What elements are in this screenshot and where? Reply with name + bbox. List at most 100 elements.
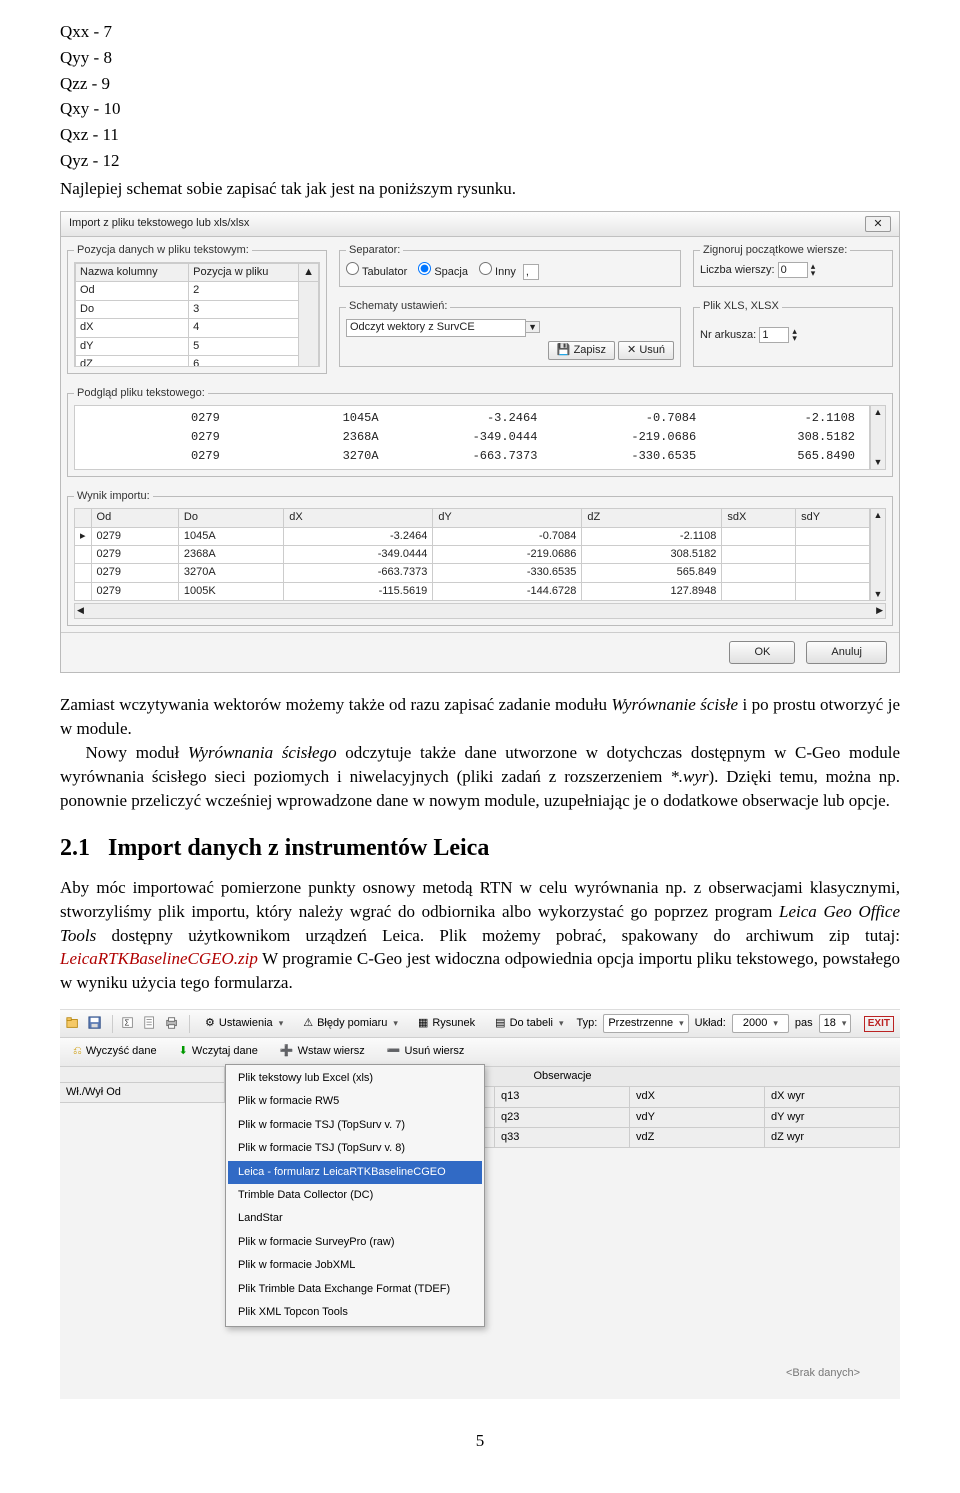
cell: dZ <box>76 355 189 367</box>
scrollbar[interactable]: ▲▼ <box>870 508 886 601</box>
main-toolbar: Σ ⚙ Ustawienia ⚠ Błędy pomiaru ▦ Rysunek… <box>60 1010 900 1038</box>
preview-legend: Podgląd pliku tekstowego: <box>74 386 208 401</box>
col-header: vdZ <box>630 1128 765 1148</box>
preview-table[interactable]: 02791045A-3.2464-0.7084-2.1108 02792368A… <box>74 405 870 469</box>
radio-inny[interactable]: Inny <box>479 266 516 278</box>
errors-dropdown[interactable]: ⚠ Błędy pomiaru <box>296 1013 405 1034</box>
compute-icon[interactable]: Σ <box>121 1016 137 1032</box>
delete-icon: ✕ <box>627 344 636 356</box>
separator <box>189 1015 190 1033</box>
type-dropdown[interactable]: Przestrzenne <box>603 1014 688 1033</box>
cell[interactable]: 5 <box>189 337 299 355</box>
cell: dX <box>76 319 189 337</box>
ignore-group: Zignoruj początkowe wiersze: Liczba wier… <box>693 243 893 288</box>
section-heading: 2.1 Import danych z instrumentów Leica <box>60 832 900 866</box>
exit-icon[interactable]: EXIT <box>864 1016 894 1032</box>
menu-item[interactable]: Trimble Data Collector (DC) <box>228 1184 482 1207</box>
table-icon: ▤ <box>495 1016 505 1031</box>
spinner-icon[interactable]: ▴▾ <box>811 263 816 277</box>
menu-item[interactable]: Plik w formacie SurveyPro (raw) <box>228 1231 482 1254</box>
menu-item[interactable]: Plik XML Topcon Tools <box>228 1301 482 1324</box>
separator-other-input[interactable]: , <box>523 264 539 280</box>
table-row[interactable]: 02792368A-349.0444-219.0686308.5182 <box>75 545 870 563</box>
menu-item[interactable]: LandStar <box>228 1207 482 1230</box>
open-icon[interactable] <box>66 1016 82 1032</box>
col-header: Od <box>91 509 178 527</box>
cell[interactable]: 4 <box>189 319 299 337</box>
drawing-icon: ▦ <box>418 1016 428 1031</box>
save-schema-button[interactable]: 💾 Zapisz <box>548 341 615 360</box>
menu-item[interactable]: Plik w formacie JobXML <box>228 1254 482 1277</box>
import-legend: Wynik importu: <box>74 489 153 504</box>
menu-item[interactable]: Plik Trimble Data Exchange Format (TDEF) <box>228 1278 482 1301</box>
layout-label: Układ: <box>695 1016 726 1031</box>
scroll-up-icon[interactable]: ▲ <box>871 406 885 419</box>
drawing-button[interactable]: ▦ Rysunek <box>411 1013 482 1034</box>
delete-schema-button[interactable]: ✕ Usuń <box>618 341 674 360</box>
dialog-buttons: OK Anuluj <box>61 632 899 672</box>
scroll-up-icon[interactable]: ▲ <box>871 509 885 522</box>
menu-item[interactable]: Plik tekstowy lub Excel (xls) <box>228 1067 482 1090</box>
import-result-table[interactable]: Od Do dX dY dZ sdX sdY ▸02791045A-3.2464… <box>74 508 870 601</box>
scroll-right-icon[interactable]: ▶ <box>876 604 883 618</box>
menu-item[interactable]: Plik w formacie TSJ (TopSurv v. 8) <box>228 1137 482 1160</box>
close-button[interactable]: ✕ <box>865 216 891 232</box>
cell[interactable]: 6 <box>189 355 299 367</box>
intro-line: Najlepiej schemat sobie zapisać tak jak … <box>60 177 900 201</box>
scrollbar[interactable]: ▲▼ <box>870 405 886 469</box>
svg-text:Σ: Σ <box>125 1018 130 1027</box>
clear-data-button[interactable]: ⎌ Wyczyść dane <box>66 1041 164 1062</box>
col-header: q23 <box>495 1108 630 1128</box>
paragraph: Aby móc importować pomierzone punkty osn… <box>60 876 900 995</box>
scroll-left-icon[interactable]: ◀ <box>77 604 84 618</box>
load-data-button[interactable]: ⬇ Wczytaj dane <box>172 1041 265 1062</box>
layout-dropdown[interactable]: 2000 <box>732 1014 789 1033</box>
cell: Od <box>76 282 189 300</box>
spinner-icon[interactable]: ▴▾ <box>792 328 797 342</box>
xls-sheet-input[interactable]: 1 <box>759 327 789 343</box>
table-row[interactable]: 02791005K-115.5619-144.6728127.8948 <box>75 582 870 600</box>
print-icon[interactable] <box>165 1016 181 1032</box>
menu-item[interactable]: Plik w formacie RW5 <box>228 1090 482 1113</box>
report-icon[interactable] <box>143 1016 159 1032</box>
position-table[interactable]: Nazwa kolumny Pozycja w pliku ▲ Od2 Do3 … <box>75 263 319 367</box>
to-table-dropdown[interactable]: ▤ Do tabeli <box>488 1013 570 1034</box>
scroll-down-icon[interactable]: ▼ <box>871 588 885 601</box>
scroll-down-icon[interactable]: ▼ <box>871 456 885 469</box>
cell: Do <box>76 300 189 318</box>
insert-row-icon: ➕ <box>280 1044 294 1059</box>
schema-dropdown[interactable]: Odczyt wektory z SurvCE <box>346 319 526 337</box>
settings-dropdown[interactable]: ⚙ Ustawienia <box>198 1013 290 1034</box>
download-link[interactable]: LeicaRTKBaselineCGEO.zip <box>60 949 258 968</box>
strip-dropdown[interactable]: 18 <box>819 1014 852 1033</box>
delete-row-button[interactable]: ➖ Usuń wiersz <box>380 1041 472 1062</box>
save-icon: 💾 <box>557 344 571 356</box>
no-data-label: <Brak danych> <box>786 1366 860 1381</box>
menu-item[interactable]: Plik w formacie TSJ (TopSurv v. 7) <box>228 1114 482 1137</box>
col-header: q13 <box>495 1087 630 1107</box>
position-legend: Pozycja danych w pliku tekstowym: <box>74 243 252 258</box>
insert-row-button[interactable]: ➕ Wstaw wiersz <box>273 1041 372 1062</box>
menu-item-selected[interactable]: Leica - formularz LeicaRTKBaselineCGEO <box>228 1161 482 1184</box>
cell[interactable]: 3 <box>189 300 299 318</box>
radio-tabulator[interactable]: Tabulator <box>346 266 407 278</box>
delete-row-icon: ➖ <box>387 1044 401 1059</box>
col-header: sdY <box>796 509 870 527</box>
ok-button[interactable]: OK <box>729 641 795 664</box>
table-row[interactable]: ▸02791045A-3.2464-0.7084-2.1108 <box>75 527 870 545</box>
paragraph: Nowy moduł Wyrównania ścisłego odczytuje… <box>60 741 900 812</box>
load-icon: ⬇ <box>179 1044 188 1059</box>
cell[interactable]: 2 <box>189 282 299 300</box>
cancel-button[interactable]: Anuluj <box>806 641 887 664</box>
radio-spacja[interactable]: Spacja <box>418 266 468 278</box>
app-screenshot: Σ ⚙ Ustawienia ⚠ Błędy pomiaru ▦ Rysunek… <box>60 1009 900 1399</box>
import-dialog: Import z pliku tekstowego lub xls/xlsx ✕… <box>60 211 900 674</box>
ignore-value-input[interactable]: 0 <box>778 262 808 278</box>
table-row[interactable]: 02793270A-663.7373-330.6535565.849 <box>75 564 870 582</box>
warning-icon: ⚠ <box>303 1016 313 1031</box>
save-icon[interactable] <box>88 1016 104 1032</box>
h-scrollbar[interactable]: ◀▶ <box>74 603 886 619</box>
gear-icon: ⚙ <box>205 1016 215 1031</box>
dialog-title: Import z pliku tekstowego lub xls/xlsx <box>69 216 249 231</box>
dropdown-caret-icon[interactable]: ▼ <box>525 321 540 333</box>
